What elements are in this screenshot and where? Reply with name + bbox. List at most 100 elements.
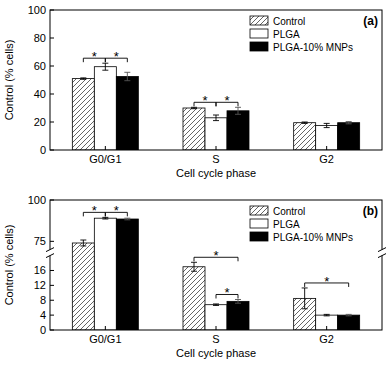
axis-break-mark [378,248,386,258]
bar [316,126,338,151]
error-bar [302,122,308,123]
error-bar [324,314,330,315]
x-axis-label: Cell cycle phase [176,347,256,359]
significance-label: * [224,285,229,300]
error-bar [213,115,219,121]
bar [316,315,338,330]
error-bar [235,299,241,303]
x-tick [326,326,327,330]
bar [338,123,360,150]
x-tick [326,146,327,150]
legend-swatch [250,16,268,25]
legend: ControlPLGAPLGA-10% MNPs [250,16,353,53]
significance-label: * [324,274,329,289]
y-tick [50,200,54,201]
x-tick [105,146,106,150]
x-axis-label: Cell cycle phase [176,167,256,179]
y-tick-label: 20 [34,116,46,128]
bar [227,301,249,330]
error-bar [324,123,330,127]
x-tick-label: S [212,333,219,345]
y-tick [50,66,54,67]
y-tick-label: 75 [34,235,46,247]
significance-label: * [92,49,97,64]
error-bar [302,288,308,309]
y-axis-label: Control (% cells) [3,225,15,306]
figure: 020406080100G0/G1SG2Cell cycle phaseCont… [0,0,392,370]
y-tick-label: 0 [40,324,46,336]
significance-label: * [224,93,229,108]
legend-label: PLGA-10% MNPs [273,232,353,243]
plot-marks [72,217,359,330]
legend-label: PLGA-10% MNPs [273,42,353,53]
bar [205,118,227,150]
bar [205,305,227,330]
error-bar [213,304,219,305]
y-axis-label: Control (% cells) [3,40,15,121]
y-tick-label: 0 [40,144,46,156]
y-tick [50,241,54,242]
bar [183,108,205,150]
x-tick [105,326,106,330]
error-bar [102,217,108,219]
bar [94,67,116,150]
y-tick-label: 4 [40,309,46,321]
error-bar [124,218,130,220]
error-bar [80,78,86,79]
error-bar [346,122,352,124]
error-bar [80,240,86,246]
bar [116,77,138,151]
bar [72,243,94,330]
y-tick [50,10,54,11]
y-tick-label: 100 [28,194,46,206]
legend-swatch [250,42,268,51]
bar [94,218,116,330]
plot-marks [72,63,359,150]
y-tick [50,300,54,301]
panel: 020406080100G0/G1SG2Cell cycle phaseCont… [3,4,382,179]
x-tick-label: G2 [319,153,334,165]
axis-break-mark [46,248,54,258]
y-tick-label: 8 [40,294,46,306]
x-tick-label: S [212,153,219,165]
bar [116,219,138,330]
significance-label: * [114,203,119,218]
x-tick-label: G2 [319,333,334,345]
legend-label: PLGA [273,219,300,230]
error-bar [191,262,197,271]
legend-swatch [250,232,268,241]
bar [72,79,94,150]
frame [50,200,382,330]
y-tick-label: 80 [34,32,46,44]
y-tick-label: 60 [34,60,46,72]
y-tick [50,285,54,286]
y-tick [50,330,54,331]
x-tick [216,326,217,330]
significance-label: * [213,248,218,263]
x-tick [216,146,217,150]
y-tick-label: 16 [34,264,46,276]
y-tick [50,270,54,271]
legend-label: Control [273,16,305,27]
legend-swatch [250,29,268,38]
x-tick-label: G0/G1 [89,333,121,345]
legend-label: Control [273,206,305,217]
frame [50,10,382,150]
significance-label: * [114,49,119,64]
error-bar [124,72,130,80]
significance-label: * [202,93,207,108]
error-bar [102,63,108,70]
y-tick [50,315,54,316]
y-tick [50,38,54,39]
significance-label: * [92,203,97,218]
y-tick-label: 12 [34,279,46,291]
y-tick [50,122,54,123]
x-tick-label: G0/G1 [89,153,121,165]
page: {"chart_data": [ {"type": "bar", "title"… [0,0,392,370]
panel-label: (a) [363,14,378,28]
legend: Control PLGA PLGA-10% MNPs [250,206,353,243]
bar [227,111,249,150]
y-tick [50,94,54,95]
legend-swatch [250,206,268,215]
y-tick-label: 40 [34,88,46,100]
